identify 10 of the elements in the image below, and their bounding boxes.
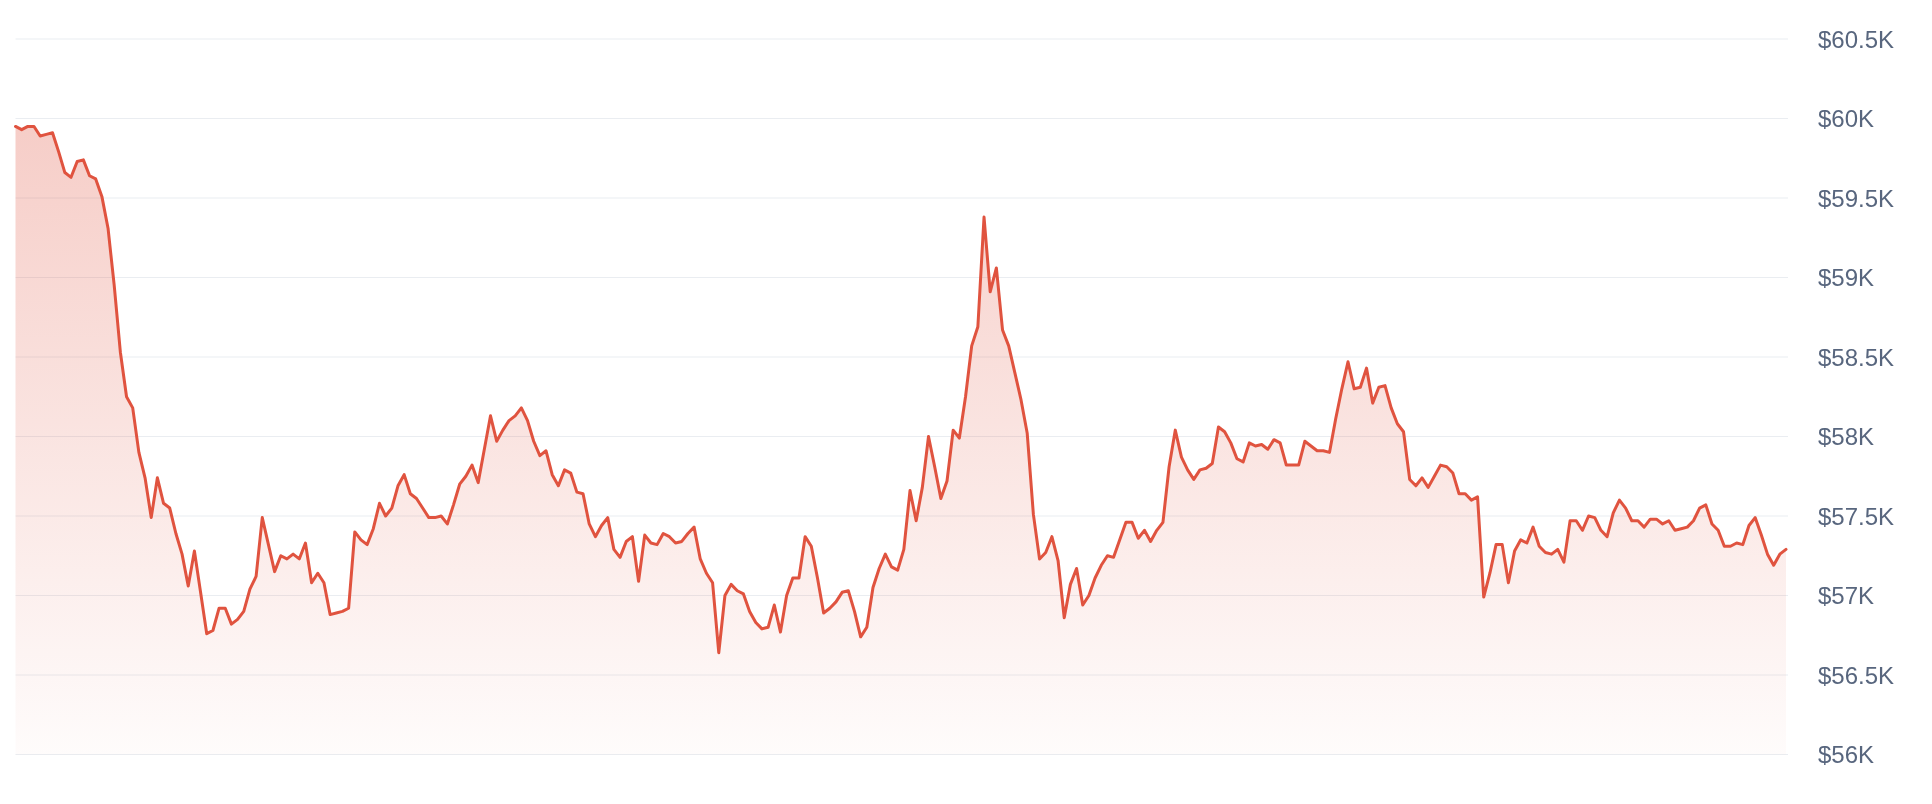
y-tick-label: $56.5K: [1818, 661, 1895, 689]
y-tick-label: $60.5K: [1818, 25, 1895, 53]
y-tick-label: $59.5K: [1818, 184, 1895, 212]
y-tick-label: $60K: [1818, 105, 1875, 132]
y-tick-label: $58.5K: [1818, 343, 1895, 371]
y-tick-label: $58K: [1818, 423, 1875, 450]
y-tick-label: $59K: [1818, 264, 1875, 291]
y-tick-label: $56K: [1818, 741, 1875, 768]
y-tick-label: $57K: [1818, 582, 1875, 609]
y-tick-label: $57.5K: [1818, 502, 1895, 530]
